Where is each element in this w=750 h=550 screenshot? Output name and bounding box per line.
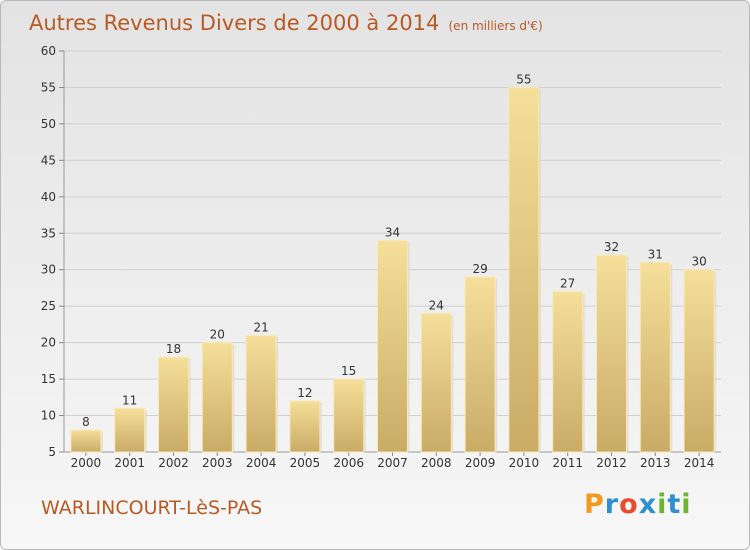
- x-tick-label: 2004: [246, 456, 277, 470]
- y-tick-label: 15: [41, 372, 56, 386]
- data-label: 32: [604, 240, 619, 254]
- x-tick-label: 2012: [596, 456, 627, 470]
- bar-chart: 5 10 15 20 25 30 35 40 45 50 55 60 2000 8 2001 11 2002 18…: [41, 44, 721, 470]
- y-tick-label: 5: [48, 445, 56, 459]
- chart-title: Autres Revenus Divers de 2000 à 2014 (en…: [29, 11, 543, 35]
- y-tick-label: 45: [41, 153, 56, 167]
- bar: [333, 378, 365, 453]
- y-tick-label: 25: [41, 299, 56, 313]
- logo-letter: i: [657, 489, 668, 520]
- y-tick-label: 40: [41, 190, 56, 204]
- x-tick-label: 2005: [290, 456, 321, 470]
- x-tick-label: 2000: [71, 456, 102, 470]
- x-tick-label: 2001: [114, 456, 145, 470]
- data-label: 20: [210, 328, 225, 342]
- bar: [508, 86, 540, 453]
- data-label: 31: [648, 247, 663, 261]
- title-text: Autres Revenus Divers de 2000 à 2014: [29, 11, 440, 35]
- y-tick-label: 20: [41, 336, 56, 350]
- x-tick-label: 2014: [684, 456, 715, 470]
- data-label: 18: [166, 342, 181, 356]
- bar: [596, 254, 627, 453]
- x-tick-label: 2009: [465, 456, 496, 470]
- bar: [245, 334, 277, 453]
- logo-letter: r: [604, 489, 620, 520]
- y-tick-label: 10: [41, 409, 56, 423]
- bar: [464, 276, 496, 453]
- logo-letter: o: [619, 489, 639, 520]
- y-tick-label: 55: [41, 80, 56, 94]
- x-tick-label: 2003: [202, 456, 233, 470]
- data-label: 29: [472, 262, 487, 276]
- labels: 5 10 15 20 25 30 35 40 45 50 55 60 2000 8 2001 11 2002 18…: [41, 44, 715, 470]
- logo-letter: x: [638, 489, 658, 520]
- data-label: 11: [122, 393, 137, 407]
- x-tick-label: 2008: [421, 456, 452, 470]
- logo-letter: i: [681, 489, 692, 520]
- bar: [201, 342, 233, 453]
- x-tick-label: 2007: [377, 456, 408, 470]
- bar: [420, 312, 452, 453]
- x-tick-label: 2013: [640, 456, 671, 470]
- data-label: 34: [385, 226, 400, 240]
- data-label: 24: [429, 298, 444, 312]
- commune-name: WARLINCOURT-LèS-PAS: [41, 497, 263, 519]
- x-tick-label: 2011: [552, 456, 583, 470]
- data-label: 15: [341, 364, 356, 378]
- bar: [289, 400, 321, 453]
- data-label: 30: [691, 255, 706, 269]
- subtitle-text: (en milliers d'€): [448, 19, 543, 33]
- bar: [683, 269, 715, 453]
- bar: [639, 261, 671, 453]
- bar: [552, 291, 584, 453]
- x-tick-label: 2006: [333, 456, 364, 470]
- y-tick-label: 30: [41, 263, 56, 277]
- bar: [377, 240, 408, 453]
- data-label: 27: [560, 277, 575, 291]
- x-tick-label: 2002: [158, 456, 189, 470]
- bar: [158, 356, 189, 453]
- data-label: 55: [516, 72, 531, 86]
- y-tick-label: 50: [41, 117, 56, 131]
- data-label: 21: [253, 320, 268, 334]
- bar: [70, 429, 102, 453]
- bars: [70, 86, 717, 453]
- y-tick-label: 35: [41, 226, 56, 240]
- logo-letter: P: [584, 489, 605, 520]
- proxiti-logo: Proxiti: [584, 489, 692, 520]
- data-label: 8: [82, 415, 90, 429]
- logo-letter: t: [667, 489, 682, 520]
- data-label: 12: [297, 386, 312, 400]
- bar: [114, 407, 146, 453]
- y-tick-label: 60: [41, 44, 56, 58]
- x-tick-label: 2010: [509, 456, 540, 470]
